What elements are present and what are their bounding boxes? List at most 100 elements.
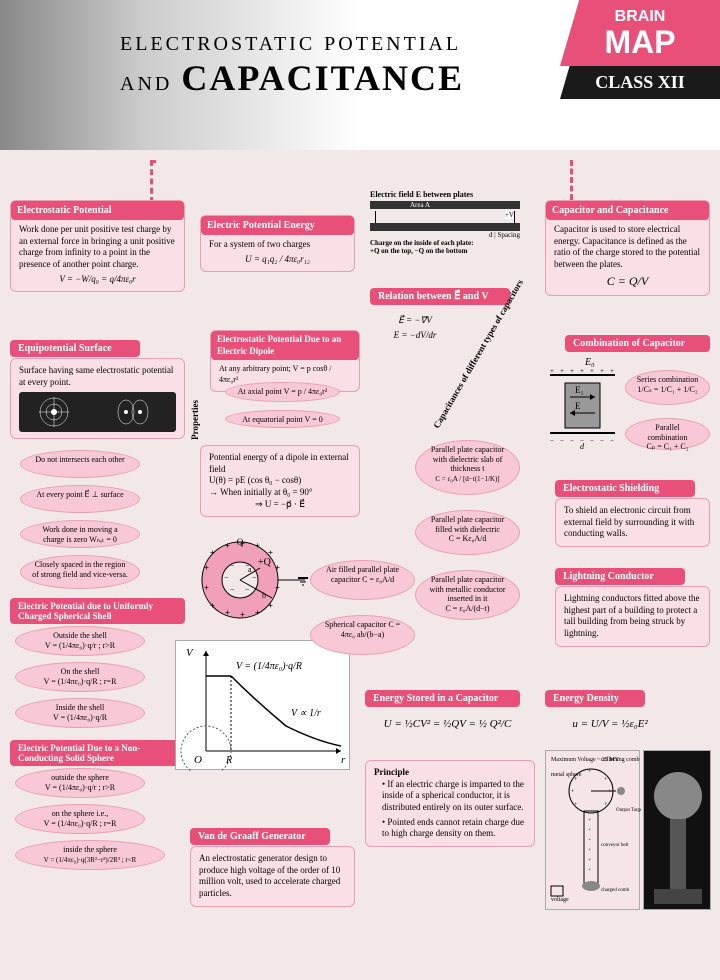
airfilled-pill: Air filled parallel plate capacitor C = … [310, 560, 415, 600]
svg-text:+: + [255, 608, 260, 617]
box-text: For a system of two charges [209, 239, 346, 251]
box-title: Principle [374, 767, 526, 779]
svg-text:−: − [560, 437, 564, 445]
svg-text:+: + [588, 818, 591, 823]
box-text: Potential energy of a dipole in external… [209, 452, 351, 475]
svg-text:+: + [608, 789, 612, 795]
svg-text:+: + [268, 548, 273, 557]
badge-line-2: MAP [572, 26, 708, 58]
sphere-outside-pill: outside the sphere V = (1/4πε₀)·q/r ; r>… [15, 768, 145, 798]
sphere-inside-pill: inside the sphere V = (1/4πε₀)·q(3R²−r²)… [15, 840, 165, 870]
combination-title: Combination of Capacitor [565, 335, 710, 352]
property-pill-3: Work done in moving a charge is zero Wₙₑ… [20, 520, 140, 548]
box-text: Lightning conductors fitted above the hi… [564, 593, 701, 640]
svg-text:+: + [588, 769, 592, 775]
svg-text:+: + [588, 868, 591, 873]
energy-density-box: u = U/V = ½ε₀E² [545, 708, 675, 737]
shell-title: Electric Potential due to Uniformly Char… [10, 598, 185, 624]
lightning-title: Lightning Conductor [555, 568, 685, 585]
svg-text:+: + [588, 828, 591, 833]
svg-text:E₁: E₁ [575, 385, 584, 395]
formula-1: E⃗ = −∇⃗V [378, 315, 452, 327]
spherical-pill: Spherical capacitor C = 4πε₀ ab/(b−a) [310, 615, 415, 655]
box-text: An electrostatic generator design to pro… [199, 853, 346, 900]
box-text: Work done per unit positive test charge … [19, 224, 176, 271]
brain-map-badge: BRAIN MAP CLASS XII [560, 0, 720, 130]
svg-text:+: + [240, 610, 245, 619]
property-pill-2: At every point E⃗ ⊥ surface [20, 485, 140, 513]
pill-label: on the sphere i.e., [52, 809, 108, 818]
svg-text:+: + [225, 608, 230, 617]
sphere-diagram: Qab+Q ++++++++++++++ −−−−−− [190, 530, 310, 630]
pill-label: Parallel plate capacitor with dielectric… [431, 445, 504, 473]
lightning-box: Lightning conductors fitted above the hi… [555, 586, 710, 647]
field-lines-icon [37, 395, 72, 430]
svg-text:conveyor belt: conveyor belt [601, 843, 629, 848]
svg-text:+: + [610, 367, 614, 375]
property-pill-4: Closely spaced in the region of strong f… [20, 555, 140, 589]
page-title: ELECTROSTATIC POTENTIAL AND CAPACITANCE [120, 30, 464, 99]
pill-formula: V = (1/4πε₀)·q/R ; r=R [44, 819, 117, 828]
svg-text:b: b [262, 591, 266, 600]
pill-formula: V = (1/4πε₀)·q/R [53, 713, 107, 722]
svg-text:+: + [550, 367, 554, 375]
title-word-1: ELECTROSTATIC [120, 33, 315, 55]
pill-formula: V = (1/4πε₀)·q(3R²−r²)/2R³ ; r<R [44, 856, 137, 864]
relation-box: E⃗ = −∇⃗V E = −dV/dr [370, 306, 460, 347]
pill-formula: V = (1/4πε₀)·q/R ; r=R [44, 677, 117, 686]
vdg-photo [643, 750, 711, 910]
capacitor-box: Capacitor and Capacitance Capacitor is u… [545, 200, 710, 296]
shell-outside-pill: Outside the shell V = (1/4πε₀)·q/r ; r>R [15, 626, 145, 656]
svg-text:+: + [255, 541, 260, 550]
pill-label: Parallel combination [648, 423, 688, 442]
svg-text:charged comb: charged comb [601, 888, 630, 893]
content-area: Electrostatic Potential Work done per un… [0, 160, 720, 980]
formula-3: ⇒ U = −p⃗ · E⃗ [209, 499, 351, 511]
electrostatic-potential-box: Electrostatic Potential Work done per un… [10, 200, 185, 292]
box-text: To shield an electronic circuit from ext… [564, 505, 701, 540]
shell-on-pill: On the shell V = (1/4πε₀)·q/R ; r=R [15, 662, 145, 692]
box-text: Surface having same electrostatic potent… [19, 365, 176, 388]
svg-text:−: − [245, 561, 250, 570]
svg-text:V: V [186, 647, 194, 659]
energy-stored-box: U = ½CV² = ½QV = ½ Q²/C [365, 708, 530, 737]
svg-text:R: R [225, 755, 232, 766]
equipotential-box: Surface having same electrostatic potent… [10, 358, 185, 439]
svg-text:+Q: +Q [258, 557, 272, 568]
shielding-title: Electrostatic Shielding [555, 480, 695, 497]
equatorial-pill: At equatorial point V = 0 [225, 410, 340, 428]
svg-text:+: + [210, 548, 215, 557]
box-title: Electrostatic Potential Due to an Electr… [211, 331, 359, 360]
box-formula: C = Q/V [554, 274, 701, 290]
formula-2: E = −dV/dr [378, 330, 452, 342]
pill-label: inside the sphere [63, 845, 117, 854]
svg-text:+: + [268, 601, 273, 610]
svg-text:−: − [550, 437, 554, 445]
svg-text:+: + [570, 367, 574, 375]
svg-text:+: + [574, 802, 578, 808]
svg-text:−: − [252, 573, 257, 582]
relation-title: Relation between E⃗ and V [370, 288, 510, 305]
parallel-pill: Parallel combination Cₚ = C₁ + C₂ [625, 418, 710, 450]
box-formula: u = U/V = ½ε₀E² [553, 717, 667, 731]
svg-text:+: + [588, 848, 591, 853]
svg-text:collecting comb: collecting comb [601, 757, 640, 763]
svg-text:−: − [570, 437, 574, 445]
svg-text:+: + [210, 601, 215, 610]
vdg-title: Van de Graaff Generator [190, 828, 330, 845]
title-word-2: POTENTIAL [324, 33, 461, 55]
plate-diagram: Electric field E between plates Area A +… [370, 190, 520, 255]
svg-text:+: + [204, 563, 209, 572]
principle-2: Pointed ends cannot retain charge due to… [382, 817, 524, 839]
svg-text:d: d [580, 442, 585, 450]
principle-1: If an electric charge is imparted to the… [382, 779, 524, 812]
energy-stored-title: Energy Stored in a Capacitor [365, 690, 520, 707]
svg-text:+: + [604, 777, 608, 783]
page-header: ELECTROSTATIC POTENTIAL AND CAPACITANCE … [0, 0, 720, 150]
pill-label: Parallel plate capacitor with metallic c… [430, 575, 506, 603]
svg-text:E: E [575, 401, 581, 411]
title-word-3: AND [120, 73, 172, 95]
svg-text:−: − [230, 561, 235, 570]
energy-density-title: Energy Density [545, 690, 645, 707]
sphere-on-pill: on the sphere i.e., V = (1/4πε₀)·q/R ; r… [15, 804, 145, 834]
